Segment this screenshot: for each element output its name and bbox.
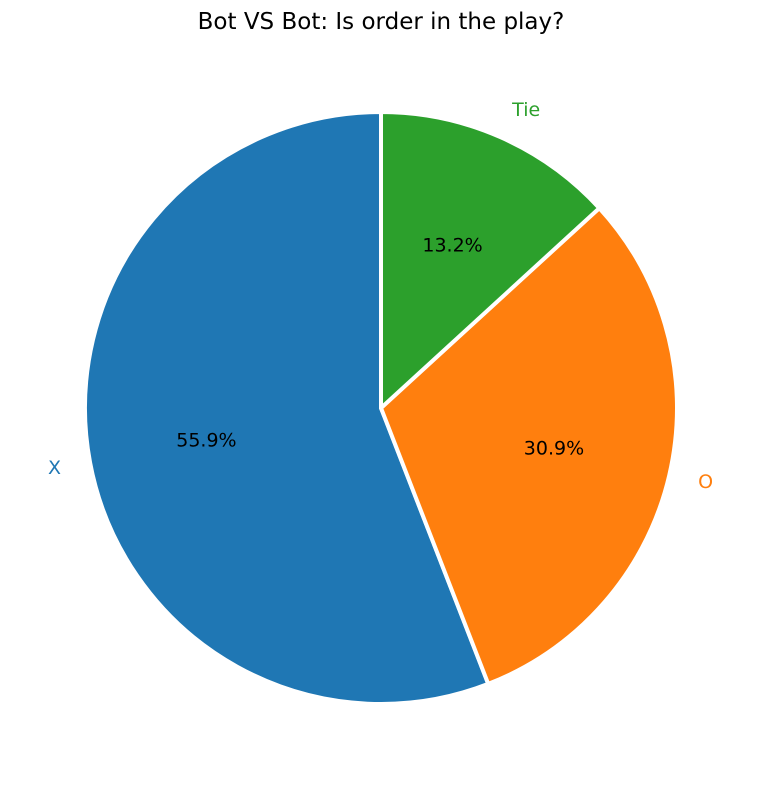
chart-title: Bot VS Bot: Is order in the play? <box>198 9 565 35</box>
slice-label-tie: Tie <box>511 99 540 121</box>
slice-label-x: X <box>48 457 61 479</box>
pie-labels: 55.9% X 30.9% O 13.2% Tie <box>48 99 713 493</box>
slice-percent-o: 30.9% <box>524 437 584 459</box>
slice-percent-tie: 13.2% <box>422 234 482 256</box>
slice-label-o: O <box>698 471 713 493</box>
pie-slice-tie <box>379 110 602 410</box>
pie-slice-o <box>379 206 679 686</box>
pie-slices <box>83 110 679 706</box>
pie-slice-x <box>83 110 491 706</box>
slice-percent-x: 55.9% <box>176 430 236 452</box>
